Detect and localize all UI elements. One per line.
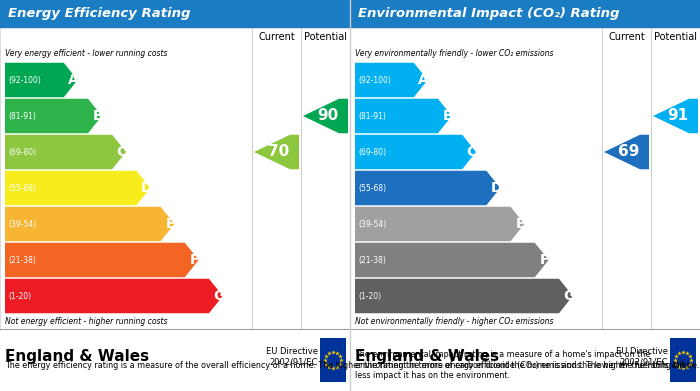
- Text: Current: Current: [608, 32, 645, 42]
- Polygon shape: [355, 171, 500, 205]
- Text: Not environmentally friendly - higher CO₂ emissions: Not environmentally friendly - higher CO…: [355, 316, 554, 325]
- Polygon shape: [5, 171, 150, 205]
- Text: E: E: [515, 217, 525, 231]
- Text: G: G: [213, 289, 224, 303]
- Text: (81-91): (81-91): [358, 111, 386, 120]
- Text: F: F: [190, 253, 200, 267]
- Polygon shape: [355, 207, 524, 241]
- Text: Very energy efficient - lower running costs: Very energy efficient - lower running co…: [5, 50, 167, 59]
- Text: EU Directive
2002/91/EC: EU Directive 2002/91/EC: [616, 347, 668, 367]
- Text: C: C: [467, 145, 477, 159]
- Text: D: D: [140, 181, 152, 195]
- Polygon shape: [355, 279, 573, 313]
- Text: Not energy efficient - higher running costs: Not energy efficient - higher running co…: [5, 316, 167, 325]
- Polygon shape: [5, 279, 223, 313]
- Text: Environmental Impact (CO₂) Rating: Environmental Impact (CO₂) Rating: [358, 7, 620, 20]
- Text: Very environmentally friendly - lower CO₂ emissions: Very environmentally friendly - lower CO…: [355, 50, 554, 59]
- Text: D: D: [490, 181, 502, 195]
- Polygon shape: [355, 135, 476, 169]
- FancyBboxPatch shape: [670, 338, 696, 382]
- Text: B: B: [442, 109, 453, 123]
- Polygon shape: [355, 63, 428, 97]
- Text: (1-20): (1-20): [358, 292, 381, 301]
- Text: Potential: Potential: [304, 32, 347, 42]
- Polygon shape: [5, 207, 174, 241]
- Text: The energy efficiency rating is a measure of the overall efficiency of a home. T: The energy efficiency rating is a measur…: [5, 361, 699, 369]
- Text: (1-20): (1-20): [8, 292, 31, 301]
- Text: 91: 91: [667, 108, 688, 124]
- Text: (55-68): (55-68): [358, 183, 386, 192]
- Text: 69: 69: [618, 145, 639, 160]
- Polygon shape: [355, 243, 549, 277]
- FancyBboxPatch shape: [320, 338, 346, 382]
- Text: Potential: Potential: [654, 32, 697, 42]
- Polygon shape: [653, 99, 698, 133]
- Text: (39-54): (39-54): [8, 219, 36, 228]
- Polygon shape: [5, 135, 126, 169]
- Text: (69-80): (69-80): [358, 147, 386, 156]
- Polygon shape: [303, 99, 348, 133]
- Text: E: E: [165, 217, 175, 231]
- Text: Energy Efficiency Rating: Energy Efficiency Rating: [8, 7, 190, 20]
- Text: EU Directive
2002/91/EC: EU Directive 2002/91/EC: [266, 347, 318, 367]
- Polygon shape: [5, 99, 102, 133]
- Text: 90: 90: [317, 108, 338, 124]
- Text: (92-100): (92-100): [8, 75, 41, 84]
- Text: England & Wales: England & Wales: [355, 350, 499, 364]
- Polygon shape: [604, 135, 649, 169]
- FancyBboxPatch shape: [0, 0, 350, 28]
- Polygon shape: [254, 135, 299, 169]
- Text: F: F: [540, 253, 550, 267]
- Text: Current: Current: [258, 32, 295, 42]
- Text: B: B: [92, 109, 103, 123]
- Text: A: A: [418, 73, 429, 87]
- Text: 70: 70: [268, 145, 289, 160]
- FancyBboxPatch shape: [350, 28, 700, 329]
- Text: (21-38): (21-38): [358, 255, 386, 264]
- Text: The environmental impact rating is a measure of a home's impact on the environme: The environmental impact rating is a mea…: [355, 350, 687, 380]
- Polygon shape: [5, 63, 78, 97]
- Text: (21-38): (21-38): [8, 255, 36, 264]
- FancyBboxPatch shape: [0, 28, 350, 329]
- Text: A: A: [68, 73, 79, 87]
- Text: C: C: [117, 145, 127, 159]
- Text: (55-68): (55-68): [8, 183, 36, 192]
- Polygon shape: [5, 243, 199, 277]
- Text: England & Wales: England & Wales: [5, 350, 149, 364]
- FancyBboxPatch shape: [350, 0, 700, 28]
- Text: (39-54): (39-54): [358, 219, 386, 228]
- Text: (92-100): (92-100): [358, 75, 391, 84]
- Polygon shape: [355, 99, 452, 133]
- Text: (81-91): (81-91): [8, 111, 36, 120]
- Text: G: G: [563, 289, 574, 303]
- Text: (69-80): (69-80): [8, 147, 36, 156]
